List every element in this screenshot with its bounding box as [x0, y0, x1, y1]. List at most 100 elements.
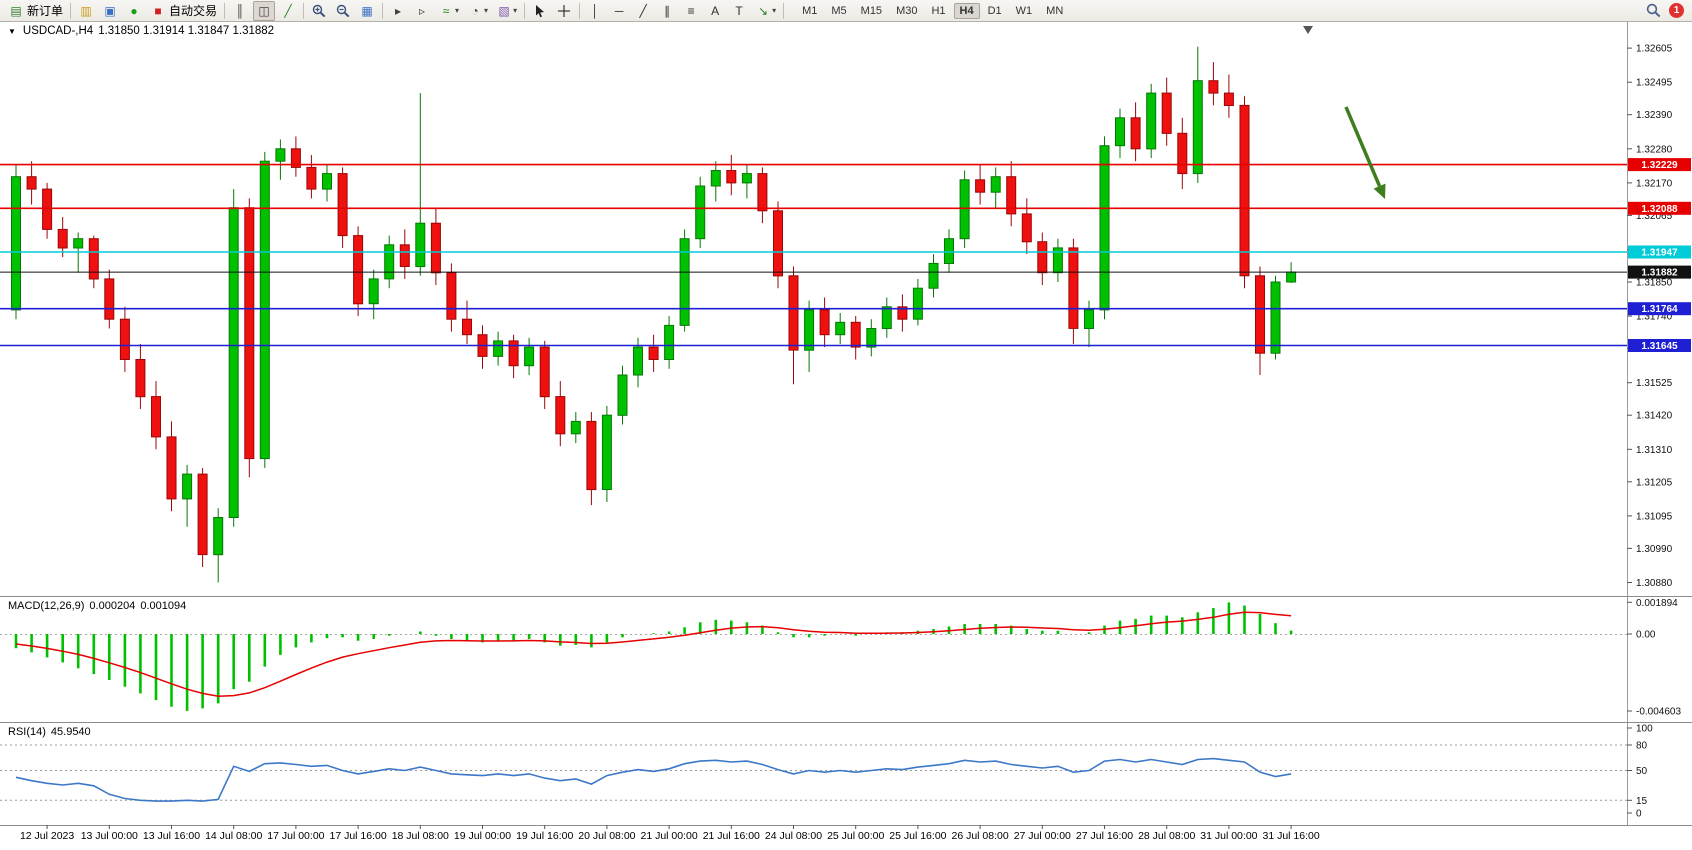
timeframe-w1-button[interactable]: W1	[1015, 4, 1033, 17]
terminal-button[interactable]: ▥	[75, 1, 97, 21]
svg-text:1.31764: 1.31764	[1641, 304, 1678, 315]
vertical-line-icon: │	[591, 3, 599, 18]
autotrading-label: 自动交易	[169, 4, 218, 18]
price-axis[interactable]: 1.32605 1.32495 1.32390 1.32280 1.32170 1.320…	[1627, 22, 1673, 825]
community-icon: ●	[130, 3, 138, 18]
price-chart-canvas[interactable]: 1.32605 1.32495 1.32390 1.32280 1.32170 1.320…	[0, 22, 1692, 850]
chart-shift-button[interactable]: ▹	[411, 1, 433, 21]
candlestick-chart-button[interactable]: ◫	[253, 0, 276, 21]
equidistant-channel-button[interactable]: ∥	[656, 1, 678, 21]
timeframe-m1-button[interactable]: M1	[802, 4, 818, 17]
svg-text:1.32065: 1.32065	[1636, 211, 1673, 222]
svg-text:0.00: 0.00	[1636, 630, 1656, 641]
svg-text:17 Jul 00:00: 17 Jul 00:00	[267, 830, 324, 842]
timeframe-mn-button[interactable]: MN	[1046, 4, 1064, 17]
autotrading-button[interactable]: ■ 自动交易	[147, 1, 220, 21]
new-order-label: 新订单	[27, 4, 64, 18]
svg-text:20 Jul 08:00: 20 Jul 08:00	[578, 830, 635, 842]
svg-text:25 Jul 16:00: 25 Jul 16:00	[889, 830, 946, 842]
svg-text:24 Jul 08:00: 24 Jul 08:00	[765, 830, 822, 842]
periods-button[interactable]: ◔ ▾	[464, 1, 491, 21]
zoom-in-button[interactable]	[308, 1, 330, 21]
chart-shift-icon: ▹	[419, 3, 426, 18]
terminal-icon: ▥	[80, 3, 92, 18]
candlesticks	[11, 46, 1297, 583]
svg-text:21 Jul 00:00: 21 Jul 00:00	[640, 830, 697, 842]
indicators-button[interactable]: ≈ ▾	[435, 1, 462, 21]
svg-text:31 Jul 00:00: 31 Jul 00:00	[1200, 830, 1257, 842]
svg-text:1.32605: 1.32605	[1636, 44, 1673, 55]
svg-text:13 Jul 00:00: 13 Jul 00:00	[81, 830, 138, 842]
svg-text:31 Jul 16:00: 31 Jul 16:00	[1262, 830, 1319, 842]
timeframe-h1-button[interactable]: H1	[931, 4, 946, 17]
zoom-out-button[interactable]	[332, 1, 354, 21]
cursor-button[interactable]	[529, 1, 551, 21]
svg-text:1.31095: 1.31095	[1636, 511, 1673, 522]
timeframe-m5-button[interactable]: M5	[831, 4, 847, 17]
svg-text:19 Jul 00:00: 19 Jul 00:00	[454, 830, 511, 842]
new-order-button[interactable]: ▤ 新订单	[5, 1, 66, 21]
svg-text:15: 15	[1636, 796, 1648, 807]
trendline-button[interactable]: ╱	[632, 1, 654, 21]
svg-text:18 Jul 08:00: 18 Jul 08:00	[392, 830, 449, 842]
toolbar-separator	[224, 2, 226, 19]
svg-text:1.31645: 1.31645	[1641, 341, 1678, 352]
timeframe-d1-button[interactable]: D1	[987, 4, 1002, 17]
indicators-icon: ≈	[442, 3, 450, 18]
crosshair-button[interactable]	[553, 1, 575, 21]
svg-text:21 Jul 16:00: 21 Jul 16:00	[703, 830, 760, 842]
chart-shift-marker[interactable]	[1303, 26, 1313, 34]
svg-text:1.31947: 1.31947	[1641, 248, 1678, 259]
svg-text:1.32280: 1.32280	[1636, 144, 1673, 155]
toolbar-separator	[303, 2, 305, 19]
horizontal-lines[interactable]: 1.32229 1.32088 1.31947 1.31882 1.31764 1.316…	[0, 158, 1691, 352]
periods-icon: ◔	[471, 3, 479, 18]
timeframe-h4-button[interactable]: H4	[953, 2, 980, 19]
candlestick-chart-icon: ◫	[258, 3, 270, 18]
line-chart-button[interactable]: ╱	[277, 1, 299, 21]
chevron-down-icon: ▾	[513, 6, 518, 15]
toolbar-separator	[579, 2, 581, 19]
svg-text:0.001894: 0.001894	[1636, 598, 1678, 609]
svg-text:-0.004603: -0.004603	[1636, 707, 1681, 718]
svg-text:1.32390: 1.32390	[1636, 110, 1673, 121]
svg-text:14 Jul 08:00: 14 Jul 08:00	[205, 830, 262, 842]
templates-button[interactable]: ▧ ▾	[493, 1, 520, 21]
svg-text:28 Jul 08:00: 28 Jul 08:00	[1138, 830, 1195, 842]
text-label-button[interactable]: T	[728, 1, 750, 21]
profiles-button[interactable]: ▣	[99, 1, 121, 21]
tile-windows-icon: ▦	[361, 3, 373, 18]
timeframe-m30-button[interactable]: M30	[896, 4, 918, 17]
time-axis[interactable]: 12 Jul 2023 13 Jul 00:00 13 Jul 16:00 14 Ju…	[20, 825, 1320, 842]
toolbar-separator	[783, 2, 785, 19]
vertical-line-button[interactable]: │	[584, 1, 606, 21]
svg-text:1.31882: 1.31882	[1641, 268, 1678, 279]
bar-chart-icon: ║	[235, 3, 245, 18]
tile-windows-button[interactable]: ▦	[356, 1, 378, 21]
text-button[interactable]: A	[704, 1, 726, 21]
chart-area[interactable]: 1.32605 1.32495 1.32390 1.32280 1.32170 1.320…	[0, 22, 1692, 850]
horizontal-line-button[interactable]: ─	[608, 1, 630, 21]
svg-text:1.30880: 1.30880	[1636, 578, 1673, 589]
zoom-out-icon	[335, 3, 351, 19]
auto-scroll-button[interactable]: ▸	[387, 1, 409, 21]
new-order-icon: ▤	[10, 3, 22, 18]
macd-panel: 0.001894 0.00 -0.004603	[0, 598, 1681, 718]
community-button[interactable]: ●	[123, 1, 145, 21]
arrow-annotation[interactable]	[1344, 106, 1386, 199]
notification-badge[interactable]: 1	[1669, 3, 1684, 18]
svg-text:27 Jul 00:00: 27 Jul 00:00	[1014, 830, 1071, 842]
timeframe-m15-button[interactable]: M15	[860, 4, 883, 17]
svg-text:1.31310: 1.31310	[1636, 445, 1673, 456]
toolbar-separator	[524, 2, 526, 19]
line-chart-icon: ╱	[284, 3, 292, 18]
bar-chart-button[interactable]: ║	[229, 1, 251, 21]
svg-text:1.31205: 1.31205	[1636, 477, 1673, 488]
search-icon[interactable]	[1645, 3, 1661, 19]
toolbar: ▤ 新订单 ▥ ▣ ● ■ 自动交易 ║ ◫ ╱ ▦ ▸ ▹ ≈ ▾ ◔ ▾ ▧ ▾ │ ─ ╱ ∥ ≡ A T ↘ ▾ M1 M5 M1…	[0, 0, 1692, 22]
fibonacci-button[interactable]: ≡	[680, 1, 702, 21]
svg-text:1.31420: 1.31420	[1636, 411, 1673, 422]
toolbar-separator	[382, 2, 384, 19]
arrows-button[interactable]: ↘ ▾	[752, 1, 779, 21]
